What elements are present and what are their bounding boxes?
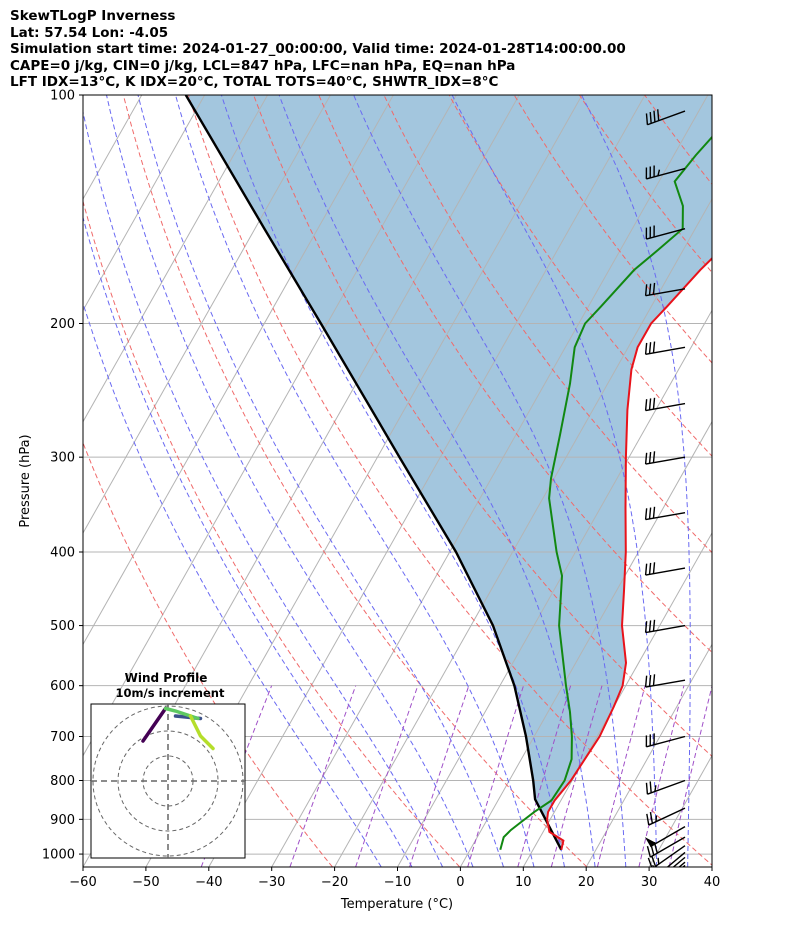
moist-adiabat xyxy=(175,95,535,867)
wind-barb xyxy=(672,856,686,867)
mixing-ratio-line xyxy=(668,685,712,867)
wind-barb xyxy=(644,397,686,412)
wind-barb xyxy=(646,807,686,826)
parcel-profile-line xyxy=(184,95,563,851)
isotherm-line xyxy=(0,95,16,867)
stability-parameters-line: CAPE=0 j/kg, CIN=0 j/kg, LCL=847 hPa, LF… xyxy=(10,57,516,74)
wind-barb xyxy=(646,836,686,858)
mixing-ratio-line xyxy=(467,685,524,867)
y-tick-label: 200 xyxy=(50,317,75,332)
isotherm-line xyxy=(585,643,712,867)
isotherm-line xyxy=(711,865,712,867)
isotherm-line xyxy=(83,95,394,646)
y-tick-label: 1000 xyxy=(42,848,75,863)
x-tick-label: −30 xyxy=(258,875,285,890)
y-axis-label: Pressure (hPa) xyxy=(18,434,33,527)
dry-adiabat xyxy=(83,199,461,867)
x-tick-label: −10 xyxy=(384,875,411,890)
y-tick-label: 500 xyxy=(50,619,75,634)
wind-barb xyxy=(644,825,686,848)
moist-adiabat xyxy=(83,109,444,867)
wind-barb xyxy=(645,733,686,748)
y-tick-label: 800 xyxy=(50,774,75,789)
index-parameters-line: LFT IDX=13°C, K IDX=20°C, TOTAL TOTS=40°… xyxy=(10,74,499,90)
wind-barb xyxy=(644,341,686,355)
wind-barb xyxy=(644,451,686,465)
wind-barb xyxy=(678,861,686,867)
wind-barb xyxy=(644,674,686,688)
isotherm-line xyxy=(208,95,646,867)
axes: −60 −50 −40 −30 −20 −10 0 10 20 30 40 100 200 300 400 5… xyxy=(42,89,720,891)
wind-barb xyxy=(644,282,686,297)
hodograph-trace xyxy=(188,714,215,751)
mixing-ratio-line xyxy=(638,685,685,867)
wind-barb xyxy=(644,562,686,576)
moist-adiabat xyxy=(278,95,596,867)
chart-header: SkewTLogP Inverness Lat: 57.54 Lon: -4.0… xyxy=(10,8,626,91)
moist-adiabat xyxy=(106,95,474,867)
location-line: Lat: 57.54 Lon: -4.05 xyxy=(10,24,169,41)
hodograph-trace xyxy=(163,706,200,721)
y-tick-label: 300 xyxy=(50,451,75,466)
isotherm-line xyxy=(459,420,712,867)
cin-shading xyxy=(185,95,712,850)
dewpoint-profile-line xyxy=(499,135,712,851)
x-axis-label: Temperature (°C) xyxy=(340,897,453,912)
wind-barb xyxy=(644,619,686,634)
x-tick-label: 0 xyxy=(456,875,464,890)
hodograph-ring xyxy=(117,730,219,832)
mixing-ratio-line xyxy=(355,685,419,867)
moist-adiabat xyxy=(451,95,658,867)
mixing-ratio-line xyxy=(517,685,572,867)
hodograph-subtitle: 10m/s increment xyxy=(116,686,225,700)
wind-barb xyxy=(645,225,686,240)
y-tick-label: 700 xyxy=(50,730,75,745)
mixing-ratio-line xyxy=(289,685,357,867)
moist-adiabat xyxy=(220,95,565,867)
isotherm-line xyxy=(334,198,712,867)
y-tick-label: 900 xyxy=(50,813,75,828)
x-tick-label: −40 xyxy=(195,875,222,890)
wind-barb xyxy=(645,165,686,180)
wind-barb xyxy=(645,779,686,795)
hodograph-plot xyxy=(91,704,245,858)
dry-adiabat xyxy=(83,441,333,867)
y-tick-label: 600 xyxy=(50,679,75,694)
dry-adiabat xyxy=(253,95,712,758)
wind-barb xyxy=(645,109,686,126)
x-tick-label: 40 xyxy=(704,875,721,890)
x-tick-label: −60 xyxy=(69,875,96,890)
moist-adiabat xyxy=(83,301,382,867)
dry-adiabat xyxy=(187,95,712,866)
simulation-time-line: Simulation start time: 2024-01-27_00:00:… xyxy=(10,41,626,57)
y-tick-label: 400 xyxy=(50,546,75,561)
mixing-ratio-line xyxy=(596,685,646,867)
isotherm-line xyxy=(83,95,206,312)
x-tick-label: −20 xyxy=(321,875,348,890)
hodograph-title: Wind Profile xyxy=(125,671,208,685)
isotherm-line xyxy=(0,95,79,867)
y-tick-label: 100 xyxy=(50,89,75,104)
chart-title: SkewTLogP Inverness xyxy=(10,8,176,24)
temperature-profile-line xyxy=(546,257,712,851)
isotherm-line xyxy=(83,95,331,535)
wind-barb xyxy=(644,506,686,521)
isotherm-line xyxy=(83,95,269,423)
wind-barbs xyxy=(644,109,686,867)
x-tick-label: 10 xyxy=(515,875,532,890)
hodograph-inset xyxy=(90,703,246,859)
mixing-ratio-line xyxy=(409,685,470,867)
moist-adiabat xyxy=(83,215,413,867)
x-tick-label: −50 xyxy=(132,875,159,890)
x-tick-label: 20 xyxy=(578,875,595,890)
x-tick-label: 30 xyxy=(641,875,658,890)
isotherm-line xyxy=(271,95,709,867)
isotherm-line xyxy=(522,532,712,867)
hodograph-trace xyxy=(141,706,168,743)
isotherm-line xyxy=(397,309,712,867)
